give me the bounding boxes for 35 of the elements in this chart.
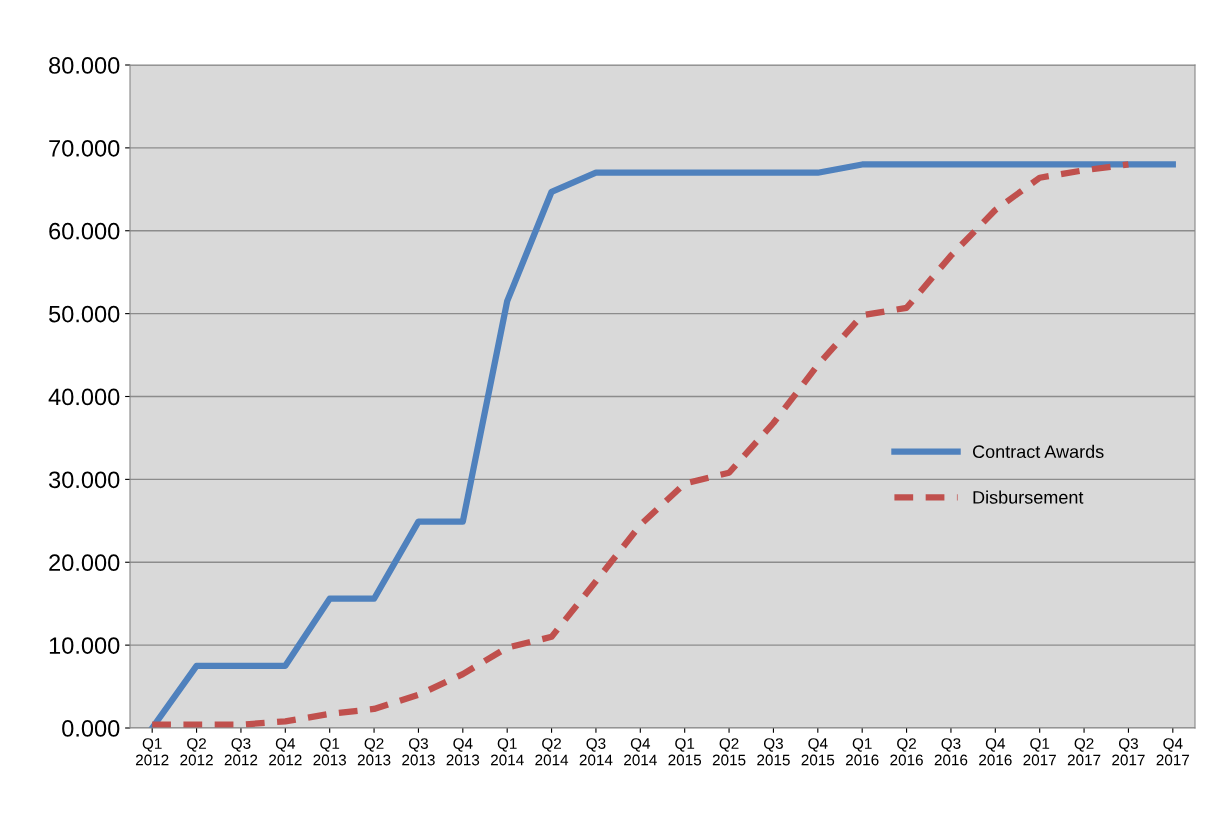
x-tick-label: Q1 2012	[135, 738, 169, 766]
x-tick-label: Q4 2016	[979, 738, 1012, 766]
y-tick-label: 0.000	[62, 720, 120, 737]
x-tick-label: Q2 2013	[357, 738, 391, 766]
y-tick-label: 70.000	[49, 139, 120, 157]
y-tick-label: 80.000	[49, 57, 120, 74]
x-tick-label: Q3 2015	[757, 738, 790, 766]
x-tick-label: Q3 2012	[224, 738, 258, 766]
x-tick-label: Q2 2012	[180, 738, 213, 766]
x-tick-label: Q1 2017	[1023, 738, 1056, 766]
x-tick-label: Q4 2014	[624, 738, 657, 766]
y-tick-label: 40.000	[48, 388, 120, 406]
x-tick-label: Q3 2013	[402, 738, 435, 766]
y-tick-label: 20.000	[49, 554, 120, 572]
x-tick-label: Q4 2012	[269, 738, 302, 766]
x-tick-label: Q4 2017	[1156, 738, 1190, 766]
y-tick-label: 60.000	[49, 222, 120, 240]
legend-label: Contract Awards	[972, 444, 1104, 459]
x-tick-label: Q4 2015	[801, 738, 835, 766]
y-tick-label: 10.000	[49, 637, 120, 654]
x-tick-label: Q2 2015	[712, 738, 746, 766]
x-tick-label: Q2 2016	[890, 738, 923, 766]
x-tick-label: Q1 2013	[313, 738, 347, 766]
x-tick-label: Q3 2017	[1112, 738, 1145, 766]
x-tick-label: Q3 2014	[579, 738, 613, 766]
legend-label: Disbursement	[973, 490, 1084, 504]
y-tick-label: 50.000	[49, 305, 120, 323]
x-tick-label: Q3 2016	[934, 738, 968, 766]
x-tick-label: Q1 2016	[845, 738, 879, 766]
x-tick-label: Q2 2014	[535, 738, 569, 766]
x-tick-label: Q2 2017	[1067, 738, 1101, 766]
y-tick-label: 30.000	[48, 471, 120, 489]
x-tick-label: Q1 2014	[490, 738, 524, 766]
x-tick-label: Q1 2015	[668, 738, 702, 766]
x-tick-label: Q4 2013	[446, 738, 480, 766]
